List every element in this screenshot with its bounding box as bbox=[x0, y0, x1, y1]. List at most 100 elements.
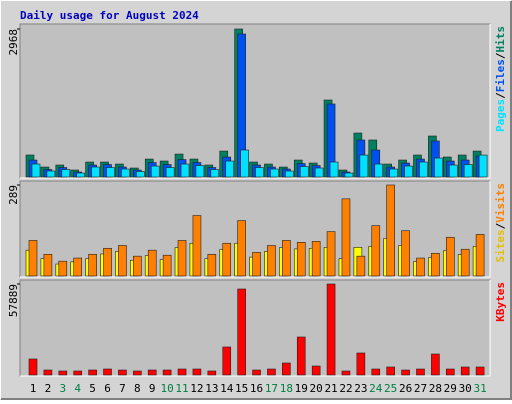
bar bbox=[311, 365, 321, 376]
bar bbox=[58, 260, 68, 277]
bar bbox=[401, 230, 410, 277]
x-tick-label: 5 bbox=[89, 382, 96, 395]
bar bbox=[118, 245, 127, 277]
bar bbox=[180, 163, 190, 178]
bar bbox=[61, 169, 71, 178]
bar bbox=[311, 241, 321, 277]
bar bbox=[177, 240, 187, 277]
bar bbox=[296, 336, 306, 376]
bar bbox=[460, 248, 470, 277]
bar bbox=[475, 234, 485, 277]
bar bbox=[314, 167, 324, 178]
x-tick-label: 2 bbox=[45, 382, 52, 395]
x-tick-label: 31 bbox=[473, 382, 486, 395]
bar bbox=[431, 253, 440, 277]
bar bbox=[136, 171, 145, 178]
bar bbox=[150, 165, 160, 178]
bar bbox=[341, 198, 351, 277]
bar bbox=[282, 240, 291, 277]
x-tick-label: 7 bbox=[119, 382, 126, 395]
bar bbox=[374, 163, 384, 178]
bar bbox=[103, 247, 112, 277]
bar bbox=[43, 369, 53, 376]
legend: KBytes bbox=[494, 282, 507, 322]
bar bbox=[237, 220, 246, 277]
x-tick-label: 4 bbox=[74, 382, 81, 395]
x-tick-label: 1 bbox=[30, 382, 37, 395]
bar bbox=[222, 242, 232, 277]
bar bbox=[448, 164, 458, 178]
bar bbox=[207, 370, 217, 376]
bar bbox=[445, 368, 455, 376]
bar bbox=[356, 255, 366, 277]
x-tick-label: 20 bbox=[310, 382, 323, 395]
bar bbox=[329, 161, 339, 178]
bar bbox=[299, 166, 309, 178]
bar bbox=[162, 369, 172, 376]
plot-area bbox=[19, 23, 491, 179]
x-tick-label: 21 bbox=[324, 382, 337, 395]
plot-bevel bbox=[20, 181, 491, 278]
legend-entry: KBytes bbox=[494, 282, 507, 322]
bar bbox=[386, 184, 395, 277]
bar bbox=[103, 368, 112, 376]
bar bbox=[222, 346, 232, 376]
bar bbox=[147, 249, 157, 277]
bar bbox=[326, 283, 336, 376]
bar bbox=[401, 369, 410, 376]
x-tick-label: 9 bbox=[149, 382, 156, 395]
bar bbox=[73, 257, 83, 277]
bar bbox=[133, 255, 142, 277]
bar bbox=[76, 172, 86, 178]
legend-entry: Files bbox=[494, 59, 507, 92]
bar bbox=[225, 160, 235, 178]
bar bbox=[371, 368, 381, 376]
bar bbox=[177, 368, 187, 376]
x-tick-label: 26 bbox=[399, 382, 412, 395]
bar bbox=[460, 366, 470, 376]
bar bbox=[386, 366, 395, 376]
bar bbox=[267, 245, 276, 277]
bar bbox=[192, 368, 202, 376]
plot-area bbox=[19, 279, 491, 377]
x-tick-label: 10 bbox=[161, 382, 174, 395]
bar bbox=[404, 165, 413, 178]
legend-entry: Sites bbox=[494, 229, 507, 262]
chart-title: Daily usage for August 2024 bbox=[20, 9, 199, 22]
legend-separator: / bbox=[494, 92, 507, 99]
bar bbox=[31, 163, 41, 178]
bar bbox=[475, 366, 485, 376]
y-tick-label: 57889 bbox=[7, 284, 20, 317]
x-tick-label: 8 bbox=[134, 382, 141, 395]
x-tick-label: 25 bbox=[384, 382, 397, 395]
bar bbox=[463, 164, 473, 178]
bar bbox=[58, 370, 68, 376]
bar bbox=[210, 169, 220, 178]
x-tick-label: 29 bbox=[444, 382, 457, 395]
bar bbox=[240, 149, 249, 178]
legend-separator: / bbox=[494, 222, 507, 229]
bar bbox=[445, 236, 455, 277]
x-tick-label: 17 bbox=[265, 382, 278, 395]
bar bbox=[88, 253, 97, 277]
x-tick-label: 24 bbox=[369, 382, 383, 395]
x-tick-label: 16 bbox=[250, 382, 263, 395]
bar bbox=[91, 166, 100, 178]
bar bbox=[371, 225, 381, 277]
x-tick-label: 23 bbox=[354, 382, 367, 395]
bar bbox=[431, 353, 440, 376]
bar bbox=[389, 168, 398, 178]
x-tick-label: 13 bbox=[205, 382, 218, 395]
y-tick-label: 2968 bbox=[7, 29, 20, 56]
bar bbox=[73, 370, 83, 376]
x-tick-label: 19 bbox=[295, 382, 308, 395]
bar bbox=[356, 352, 366, 376]
bar bbox=[106, 167, 115, 178]
bar bbox=[267, 368, 276, 376]
bar bbox=[46, 170, 56, 178]
x-tick-label: 12 bbox=[190, 382, 203, 395]
legend: Sites/Visits bbox=[494, 183, 507, 263]
bar bbox=[270, 168, 279, 178]
